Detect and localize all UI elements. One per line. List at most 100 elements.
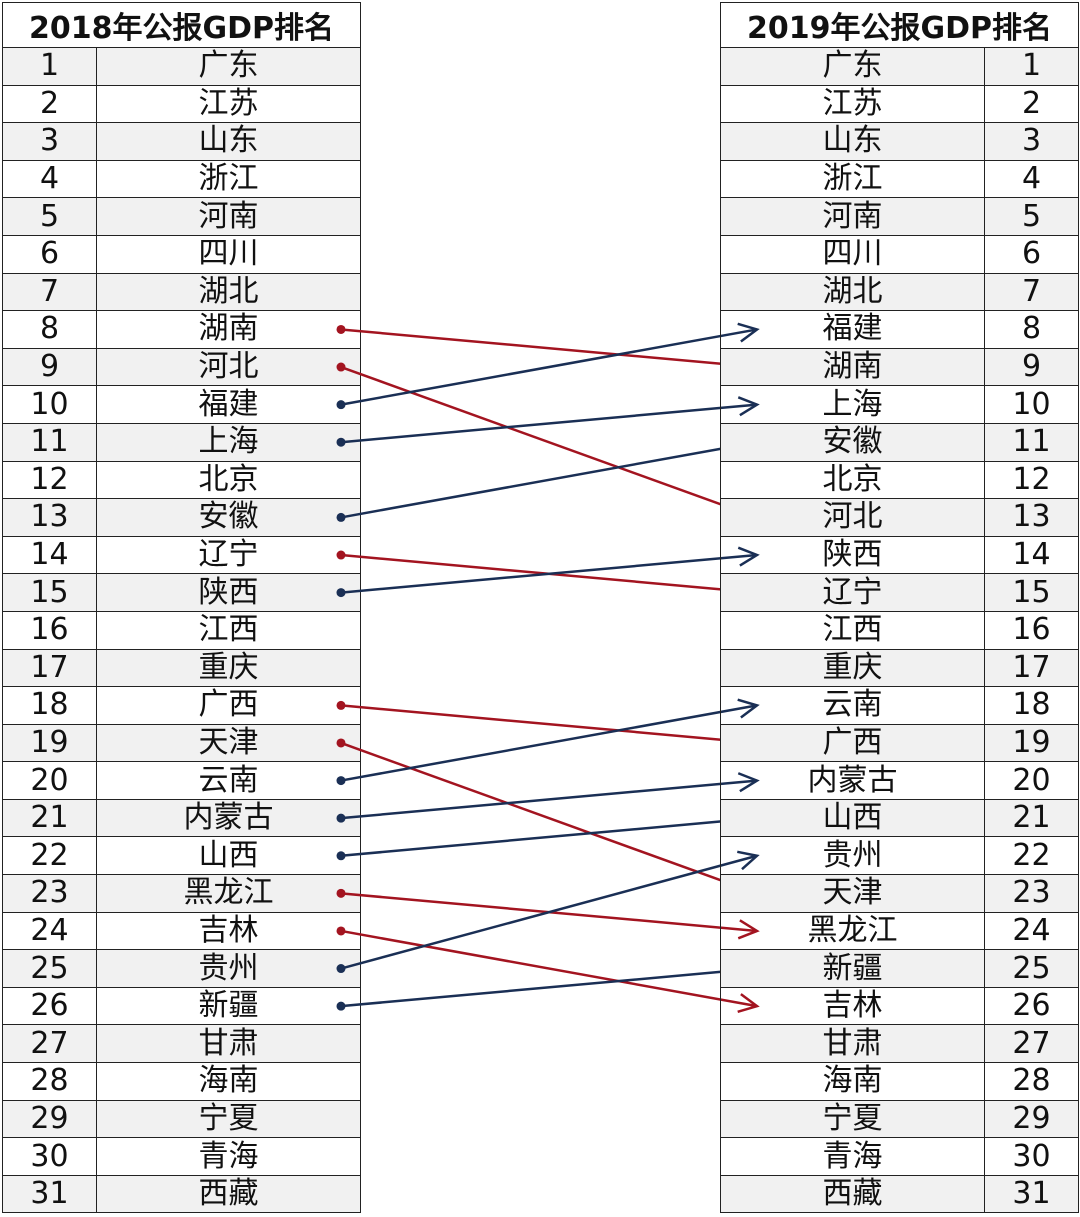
row-2019-rank: 26 [983,986,1080,1026]
row-2019-province: 福建 [720,310,985,349]
row-2019-rank: 18 [983,686,1080,725]
row-2018-province: 江苏 [95,84,362,124]
row-2018-row: 20 云南 [2,761,362,800]
row-2019-row: 云南 18 [720,686,1080,725]
row-2019-province: 广西 [720,723,985,763]
row-2019-row: 陕西 14 [720,535,1080,575]
row-2019-province: 河南 [720,197,985,236]
row-2018-province: 辽宁 [95,535,362,575]
row-2019-row: 青海 30 [720,1137,1080,1176]
row-2019-row: 内蒙古 20 [720,761,1080,800]
row-2018-province: 海南 [95,1062,362,1101]
row-2018-rank: 7 [2,272,97,312]
row-2019-province: 安徽 [720,422,985,462]
row-2018-row: 21 内蒙古 [2,798,362,838]
row-2019-rank: 10 [983,385,1080,424]
row-2018-province: 内蒙古 [95,798,362,838]
row-2019-rank: 2 [983,84,1080,124]
row-2019-row: 海南 28 [720,1062,1080,1101]
row-2019-row: 广西 19 [720,723,1080,763]
row-2019-rank: 19 [983,723,1080,763]
row-2018-row: 7 湖北 [2,272,362,312]
row-2018-row: 22 山西 [2,836,362,876]
row-2018-row: 19 天津 [2,723,362,763]
row-2019-row: 河南 5 [720,197,1080,236]
row-2019-rank: 20 [983,761,1080,800]
row-2018-rank: 1 [2,47,97,86]
row-2018-province: 新疆 [95,986,362,1026]
row-2019-rank: 29 [983,1099,1080,1139]
row-2019-province: 湖北 [720,272,985,312]
row-2018-province: 浙江 [95,159,362,199]
table-2018: 2018年公报GDP排名 1 广东 2 江苏 3 山东 4 浙江 5 河南 6 四川 7 湖北 8 湖南 9 河北… [1,2,362,1214]
row-2018-rank: 8 [2,310,97,349]
row-2019-province: 青海 [720,1137,985,1176]
row-2019-row: 吉林 26 [720,986,1080,1026]
arrow-down [340,929,760,1013]
row-2018-row: 9 河北 [2,347,362,387]
table-2018-title: 2018年公报GDP排名 [1,2,362,48]
row-2019-row: 新疆 25 [720,949,1080,988]
row-2019-rank: 16 [983,610,1080,650]
row-2018-rank: 15 [2,573,97,612]
row-2019-province: 山东 [720,122,985,161]
row-2019-rank: 30 [983,1137,1080,1176]
row-2018-province: 西藏 [95,1174,362,1214]
row-2019-province: 重庆 [720,648,985,688]
row-2019-rank: 5 [983,197,1080,236]
row-2019-row: 重庆 17 [720,648,1080,688]
row-2019-rank: 4 [983,159,1080,199]
row-2019-province: 甘肃 [720,1024,985,1064]
row-2019-rank: 24 [983,911,1080,951]
row-2019-row: 黑龙江 24 [720,911,1080,951]
row-2019-province: 新疆 [720,949,985,988]
row-2018-province: 贵州 [95,949,362,988]
row-2018-province: 四川 [95,234,362,274]
row-2018-province: 北京 [95,460,362,500]
row-2018-row: 24 吉林 [2,911,362,951]
row-2019-rank: 15 [983,573,1080,612]
row-2019-province: 辽宁 [720,573,985,612]
row-2019-rank: 22 [983,836,1080,876]
row-2019-province: 海南 [720,1062,985,1101]
arrow-up [340,322,760,406]
row-2018-row: 30 青海 [2,1137,362,1176]
arrow-up [340,809,760,858]
row-2019-row: 广东 1 [720,47,1080,86]
row-2019-row: 安徽 11 [720,422,1080,462]
row-2018-rank: 13 [2,498,97,537]
row-2019-row: 北京 12 [720,460,1080,500]
row-2019-row: 天津 23 [720,874,1080,913]
row-2018-row: 27 甘肃 [2,1024,362,1064]
row-2018-rank: 29 [2,1099,97,1139]
row-2018-province: 河南 [95,197,362,236]
row-2018-rank: 30 [2,1137,97,1176]
row-2018-rank: 26 [2,986,97,1026]
row-2019-province: 吉林 [720,986,985,1026]
row-2018-row: 16 江西 [2,610,362,650]
arrow-down [340,328,760,376]
row-2019-province: 云南 [720,686,985,725]
row-2018-rank: 18 [2,686,97,725]
row-2019-province: 浙江 [720,159,985,199]
row-2018-row: 29 宁夏 [2,1099,362,1139]
row-2019-row: 山东 3 [720,122,1080,161]
arrow-up [340,772,760,820]
arrow-down [340,365,760,522]
row-2018-row: 3 山东 [2,122,362,161]
arrow-up [340,850,760,970]
row-2018-province: 福建 [95,385,362,424]
row-2019-row: 辽宁 15 [720,573,1080,612]
row-2018-row: 5 河南 [2,197,362,236]
row-2019-province: 江西 [720,610,985,650]
row-2018-rank: 28 [2,1062,97,1101]
row-2019-rank: 17 [983,648,1080,688]
arrow-down [340,741,760,897]
row-2019-row: 江西 16 [720,610,1080,650]
row-2018-rank: 20 [2,761,97,800]
row-2018-province: 河北 [95,347,362,387]
row-2018-row: 14 辽宁 [2,535,362,575]
row-2018-province: 广东 [95,47,362,86]
row-2019-row: 浙江 4 [720,159,1080,199]
row-2018-row: 12 北京 [2,460,362,500]
